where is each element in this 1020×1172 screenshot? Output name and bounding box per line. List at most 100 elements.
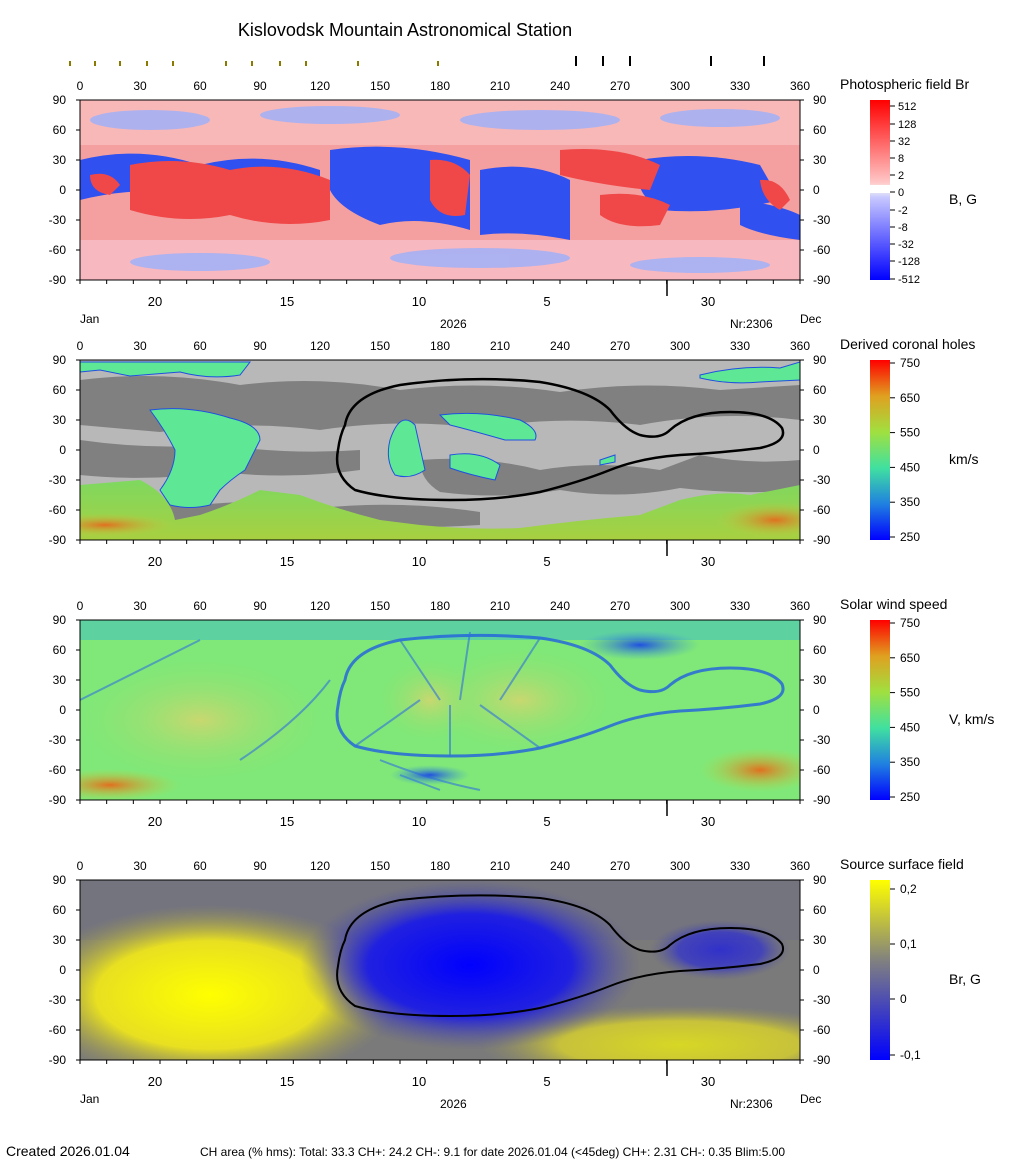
date-tick-label: 10 xyxy=(412,294,426,309)
x-tick-label: 150 xyxy=(370,79,390,93)
y-tick-label-left: 90 xyxy=(53,93,67,107)
x-tick-label: 60 xyxy=(193,79,207,93)
y-tick-label-right: 90 xyxy=(813,353,827,367)
date-tick-label: 10 xyxy=(412,1074,426,1089)
scale-label: 450 xyxy=(900,720,920,734)
y-tick-label-left: 30 xyxy=(53,413,67,427)
solar-wind-map xyxy=(80,620,800,800)
x-tick-label: 180 xyxy=(430,859,450,873)
month-label-right-1: Dec xyxy=(800,312,821,326)
y-tick-label-right: -90 xyxy=(813,533,831,547)
y-tick-label-left: 0 xyxy=(59,443,66,457)
x-tick-label: 210 xyxy=(490,599,510,613)
y-tick-label-right: -90 xyxy=(813,273,831,287)
date-tick-label: 5 xyxy=(543,1074,550,1089)
x-tick-label: 30 xyxy=(133,339,147,353)
unit-solar-wind: V, km/s xyxy=(949,711,994,727)
x-tick-label: 90 xyxy=(253,79,267,93)
scale-label: -128 xyxy=(898,256,920,268)
x-tick-label: 120 xyxy=(310,599,330,613)
y-tick-label-right: -30 xyxy=(813,473,831,487)
date-tick-label: 30 xyxy=(701,294,715,309)
solar-wind-color-scale xyxy=(870,620,890,800)
y-tick-label-left: 90 xyxy=(53,873,67,887)
x-tick-label: 300 xyxy=(670,859,690,873)
date-tick-label: 20 xyxy=(148,1074,162,1089)
scale-label: 750 xyxy=(900,616,920,630)
x-tick-label: 330 xyxy=(730,79,750,93)
y-tick-label-right: 90 xyxy=(813,93,827,107)
y-tick-label-right: 30 xyxy=(813,153,827,167)
x-tick-label: 120 xyxy=(310,339,330,353)
x-tick-label: 330 xyxy=(730,859,750,873)
scale-label: 0,2 xyxy=(900,882,917,896)
scale-label: 450 xyxy=(900,460,920,474)
date-tick-label: 15 xyxy=(280,554,294,569)
x-tick-label: 270 xyxy=(610,859,630,873)
y-tick-label-right: -30 xyxy=(813,733,831,747)
month-label-left-1: Jan xyxy=(80,312,99,326)
y-tick-label-right: 90 xyxy=(813,873,827,887)
x-tick-label: 360 xyxy=(790,339,810,353)
y-tick-label-left: 0 xyxy=(59,183,66,197)
y-tick-label-left: 60 xyxy=(53,123,67,137)
y-tick-label-right: 0 xyxy=(813,443,820,457)
x-tick-label: 210 xyxy=(490,339,510,353)
x-tick-label: 30 xyxy=(133,599,147,613)
x-tick-label: 300 xyxy=(670,599,690,613)
date-marker-ticks xyxy=(69,56,765,66)
scale-label: -0,1 xyxy=(900,1048,921,1062)
x-tick-label: 30 xyxy=(133,79,147,93)
y-tick-label-right: -60 xyxy=(813,243,831,257)
date-tick-label: 15 xyxy=(280,294,294,309)
created-date: Created 2026.01.04 xyxy=(6,1143,130,1159)
scale-label: 550 xyxy=(900,426,920,440)
scale-label: -512 xyxy=(898,274,920,286)
scale-label: 0 xyxy=(898,187,904,199)
x-tick-label: 360 xyxy=(790,859,810,873)
date-tick-label: 5 xyxy=(543,814,550,829)
y-tick-label-right: 30 xyxy=(813,673,827,687)
y-tick-label-left: 60 xyxy=(53,643,67,657)
year-label-1: 2026 xyxy=(440,317,467,331)
date-tick-label: 20 xyxy=(148,814,162,829)
unit-photospheric: B, G xyxy=(949,191,977,207)
y-tick-label-left: -60 xyxy=(49,503,67,517)
y-tick-label-left: -60 xyxy=(49,763,67,777)
date-tick-label: 5 xyxy=(543,554,550,569)
y-tick-label-right: -30 xyxy=(813,993,831,1007)
x-tick-label: 270 xyxy=(610,339,630,353)
source-surface-color-scale xyxy=(870,880,890,1060)
x-tick-label: 0 xyxy=(77,339,84,353)
y-tick-label-left: -30 xyxy=(49,993,67,1007)
x-tick-label: 0 xyxy=(77,859,84,873)
rotation-label-1: Nr:2306 xyxy=(730,317,773,331)
scale-label: 2 xyxy=(898,170,904,182)
photospheric-map xyxy=(80,100,800,280)
date-tick-label: 30 xyxy=(701,554,715,569)
x-tick-label: 150 xyxy=(370,339,390,353)
color-scale-labels: 512 128 32 8 2 0 -2 -8 -32 -128 -512 750 650 550 450 35… xyxy=(890,101,921,1062)
photospheric-color-scale xyxy=(870,100,890,280)
y-tick-label-left: -30 xyxy=(49,473,67,487)
scale-label: 350 xyxy=(900,495,920,509)
scale-label: 250 xyxy=(900,790,920,804)
x-tick-label: 0 xyxy=(77,599,84,613)
date-tick-label: 5 xyxy=(543,294,550,309)
scale-label: 550 xyxy=(900,686,920,700)
scale-label: -32 xyxy=(898,239,914,251)
x-tick-label: 120 xyxy=(310,79,330,93)
date-tick-label: 15 xyxy=(280,1074,294,1089)
date-tick-label: 10 xyxy=(412,554,426,569)
month-label-right-4: Dec xyxy=(800,1092,821,1106)
scale-label: 0,1 xyxy=(900,937,917,951)
scale-label: 650 xyxy=(900,391,920,405)
scale-label: 0 xyxy=(900,992,907,1006)
x-tick-label: 60 xyxy=(193,859,207,873)
y-tick-label-right: -90 xyxy=(813,793,831,807)
x-tick-label: 30 xyxy=(133,859,147,873)
x-tick-label: 300 xyxy=(670,339,690,353)
x-tick-label: 240 xyxy=(550,79,570,93)
scale-label: 32 xyxy=(898,136,910,148)
